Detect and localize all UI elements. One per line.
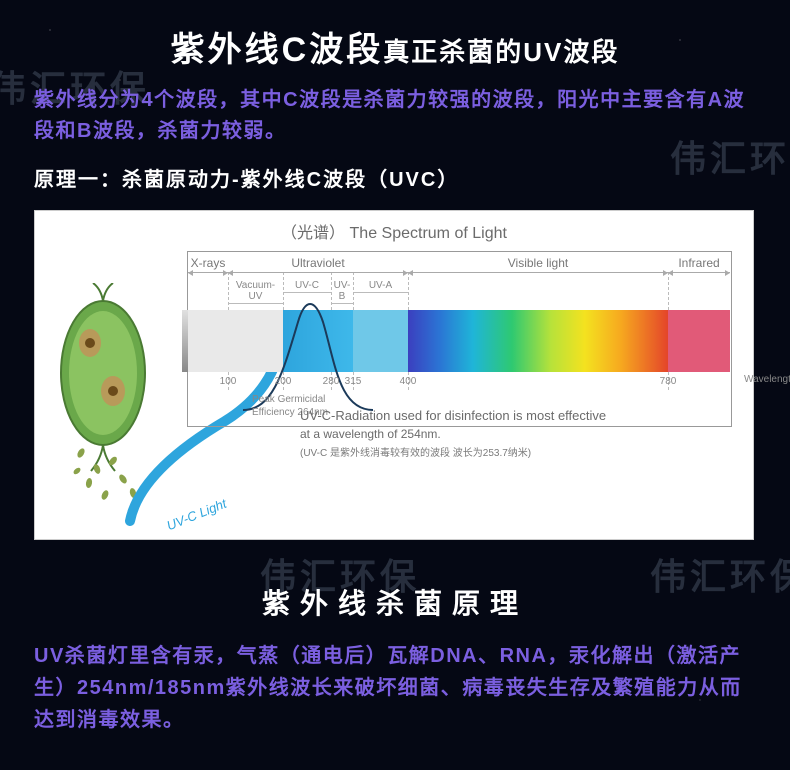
tick-400: 400 (400, 376, 417, 387)
wavelength-label: Wavelength(nm) (744, 374, 790, 385)
tick-780: 780 (660, 376, 677, 387)
region-x-rays: X-rays (188, 256, 228, 273)
spectrum-band (188, 310, 283, 372)
region-ultraviolet: Ultraviolet (228, 256, 408, 273)
title-part2: 真正杀菌的UV波段 (383, 37, 619, 67)
diagram-title: （光谱） The Spectrum of Light (35, 211, 753, 243)
spectrum-band (353, 310, 408, 372)
tick-100: 100 (220, 376, 237, 387)
diagram-caption: UV-C-Radiation used for disinfection is … (300, 407, 606, 462)
subregion: UV- B (331, 280, 353, 304)
tick-280: 280 (323, 376, 340, 387)
caption-cn: (UV-C 是紫外线消毒较有效的波段 波长为253.7纳米) (300, 447, 606, 462)
subregion: Vacuum- UV (228, 280, 283, 304)
spectrum-bar (188, 310, 731, 372)
caption-en1: UV-C-Radiation used for disinfection is … (300, 407, 606, 426)
spectrum-diagram: （光谱） The Spectrum of Light (34, 210, 754, 540)
title-part1: 紫外线C波段 (171, 31, 384, 69)
spectrum-chart: X-raysUltravioletVisible lightInfrared V… (187, 251, 732, 427)
tick-200: 200 (275, 376, 292, 387)
caption-en2: at a wavelength of 254nm. (300, 426, 606, 443)
region-visible-light: Visible light (408, 256, 668, 273)
intro-text: 紫外线分为4个波段，其中C波段是杀菌力较强的波段，阳光中主要含有A波段和B波段，… (34, 85, 756, 147)
spectrum-band (408, 310, 668, 372)
main-title: 紫外线C波段真正杀菌的UV波段 (34, 22, 756, 71)
spectrum-band (283, 310, 353, 372)
cell-illustration (43, 283, 183, 523)
subregion: UV-A (353, 280, 408, 293)
spectrum-band (668, 310, 730, 372)
tick-315: 315 (345, 376, 362, 387)
section-2-title: 紫外线杀菌原理 (34, 582, 756, 622)
diagram-title-cn: （光谱） (281, 225, 345, 242)
diagram-title-en: The Spectrum of Light (350, 225, 507, 242)
principle-1: 原理一：杀菌原动力-紫外线C波段（UVC） (34, 163, 756, 192)
region-infrared: Infrared (668, 256, 730, 273)
subregion: UV-C (283, 280, 331, 293)
section-2-text: UV杀菌灯里含有汞，气蒸（通电后）瓦解DNA、RNA，汞化解出（激活产生）254… (34, 640, 756, 736)
